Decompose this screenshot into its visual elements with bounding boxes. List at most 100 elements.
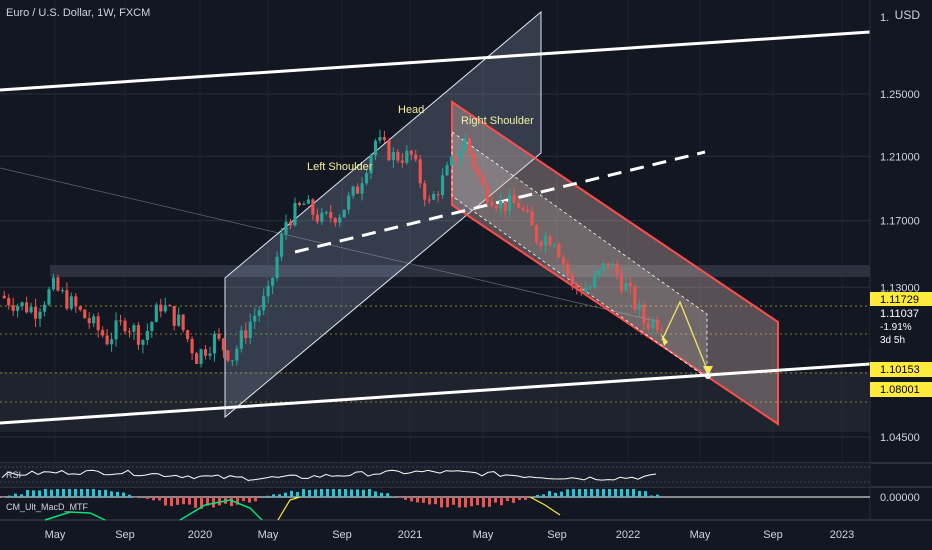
candle-body xyxy=(499,201,503,209)
candle-body xyxy=(391,152,395,161)
candle-body xyxy=(467,138,471,154)
candle-body xyxy=(7,298,11,306)
x-tick-label: Sep xyxy=(763,529,783,541)
candle-body xyxy=(239,330,243,349)
macd-bar xyxy=(110,491,113,497)
macd-bar xyxy=(428,497,431,505)
candle-body xyxy=(181,314,185,331)
candle-body xyxy=(284,221,288,235)
candle-body xyxy=(338,217,342,223)
candle-body xyxy=(177,314,181,326)
macd-bar xyxy=(590,489,593,497)
candles xyxy=(2,129,664,368)
candle-body xyxy=(20,302,24,307)
candle-body xyxy=(92,316,96,324)
candle-body xyxy=(637,304,641,310)
macd-bar xyxy=(524,497,527,500)
left-shoulder-label: Left Shoulder xyxy=(307,161,373,173)
macd-bar xyxy=(194,497,197,508)
candle-body xyxy=(543,236,548,246)
macd-bar xyxy=(650,495,653,497)
candle-body xyxy=(360,183,364,194)
price-badge-extra: 3d 5h xyxy=(880,335,905,346)
macd-bar xyxy=(50,489,53,497)
candle-body xyxy=(490,201,494,206)
macd-line-1 xyxy=(44,511,106,521)
candle-body xyxy=(212,333,217,354)
macd-bar xyxy=(236,497,239,505)
macd-bar xyxy=(380,492,383,497)
candle-body xyxy=(584,288,588,293)
candle-body xyxy=(315,214,319,222)
candle-body xyxy=(235,348,239,361)
macd-bar xyxy=(44,489,47,497)
candle-body xyxy=(297,202,302,205)
currency-label[interactable]: USD xyxy=(894,8,920,22)
candle-body xyxy=(78,306,82,310)
macd-bar xyxy=(32,490,35,497)
candle-body xyxy=(87,318,91,324)
candle-body xyxy=(382,137,387,140)
macd-bar xyxy=(470,497,473,507)
candle-body xyxy=(221,338,225,351)
macd-bar xyxy=(200,497,203,509)
resistance-zone xyxy=(50,265,870,277)
macd-bar xyxy=(164,497,167,506)
macd-bar xyxy=(536,494,539,497)
candle-body xyxy=(51,277,56,290)
macd-bar xyxy=(248,497,251,503)
macd-bar xyxy=(296,492,299,497)
macd-bar xyxy=(362,489,365,497)
macd-bar xyxy=(182,497,185,505)
macd-label: CM_Ult_MacD_MTF xyxy=(6,502,89,512)
candle-body xyxy=(145,331,149,341)
y-tick-label: 1.04500 xyxy=(880,432,920,444)
macd-bar xyxy=(584,489,587,497)
macd-bar xyxy=(410,497,413,502)
candle-body xyxy=(373,140,378,156)
macd-bar xyxy=(356,489,359,497)
macd-bar xyxy=(440,497,443,508)
candle-body xyxy=(405,150,409,163)
candle-body xyxy=(660,329,664,331)
candle-body xyxy=(324,212,328,214)
candle-body xyxy=(172,306,176,326)
macd-bar xyxy=(608,489,611,497)
candle-body xyxy=(132,325,136,332)
candle-body xyxy=(387,139,391,161)
price-badge-bg xyxy=(870,292,932,307)
x-tick-label: May xyxy=(473,529,494,541)
candle-body xyxy=(579,287,583,293)
price-badge-extra: -1.91% xyxy=(880,322,912,333)
candle-body xyxy=(195,353,199,364)
macd-line-2 xyxy=(179,499,263,521)
macd-bar xyxy=(302,489,305,497)
candle-body xyxy=(96,316,100,331)
candle-body xyxy=(409,150,413,155)
price-badge: 1.10153 xyxy=(880,364,920,376)
candle-body xyxy=(248,321,252,339)
macd-bar xyxy=(80,489,83,497)
candle-body xyxy=(356,186,360,194)
macd-bar xyxy=(452,497,455,505)
candle-body xyxy=(114,320,118,340)
candle-body xyxy=(441,175,445,196)
macd-bar xyxy=(542,494,545,497)
candle-body xyxy=(423,183,427,200)
macd-bar xyxy=(566,489,569,497)
candle-body xyxy=(561,257,565,264)
candle-body xyxy=(342,209,346,218)
candle-body xyxy=(262,296,266,311)
x-tick-label: Sep xyxy=(115,529,135,541)
macd-bar xyxy=(464,497,467,508)
macd-bar xyxy=(272,494,275,497)
candle-body xyxy=(508,194,512,211)
macd-bar xyxy=(14,493,17,497)
symbol-title[interactable]: Euro / U.S. Dollar, 1W, FXCM xyxy=(6,7,151,19)
candle-body xyxy=(548,236,552,246)
x-tick-label: Sep xyxy=(332,529,352,541)
candle-body xyxy=(83,309,87,319)
candle-body xyxy=(11,305,15,311)
macd-bar xyxy=(344,489,347,497)
